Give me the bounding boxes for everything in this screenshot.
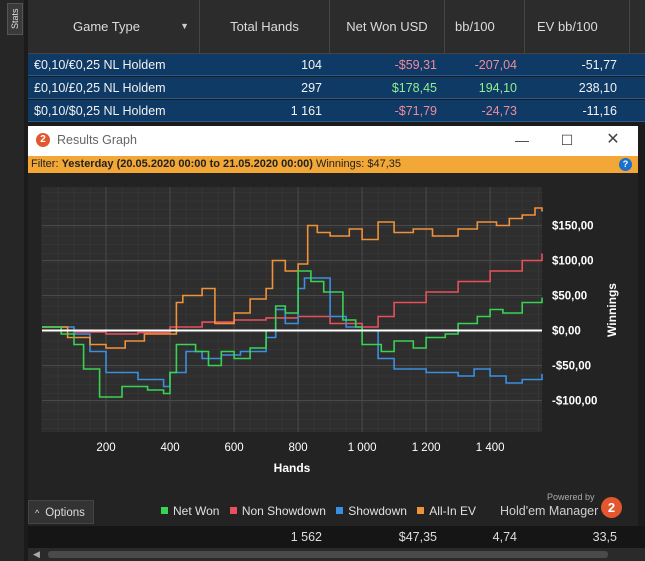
y-tick-label: -$100,00 bbox=[552, 396, 597, 408]
legend-swatch bbox=[417, 507, 425, 515]
legend-label: Non Showdown bbox=[241, 504, 326, 518]
powered-by-label: Powered by bbox=[547, 492, 595, 502]
total-ev-bb100: 33,5 bbox=[592, 530, 617, 544]
y-tick-label: $150,00 bbox=[552, 221, 594, 233]
y-axis-title: Winnings bbox=[605, 283, 619, 337]
y-tick-label: $0,00 bbox=[552, 326, 581, 338]
totals-row: 1 562 $47,35 4,74 33,5 bbox=[28, 526, 645, 548]
scrollbar-thumb[interactable] bbox=[48, 551, 608, 558]
cell-total-hands: 297 bbox=[301, 81, 322, 95]
column-header-ev-bb100[interactable]: EV bb/100 bbox=[525, 0, 630, 53]
dropdown-caret-icon[interactable]: ▼ bbox=[180, 21, 189, 31]
cell-net-won: -$71,79 bbox=[394, 104, 437, 118]
window-titlebar[interactable]: 2 Results Graph — ☐ ✕ bbox=[28, 126, 638, 156]
total-net-won: $47,35 bbox=[398, 530, 437, 544]
legend-item-net-won[interactable]: Net Won bbox=[161, 504, 219, 518]
legend-label: Showdown bbox=[348, 504, 407, 518]
scroll-left-icon[interactable]: ◀ bbox=[33, 549, 40, 559]
legend-item-non-showdown[interactable]: Non Showdown bbox=[229, 504, 326, 518]
filter-value: Yesterday (20.05.2020 00:00 to 21.05.202… bbox=[61, 158, 313, 170]
results-chart: -$100,00 -$50,00 $0,00 $50,00 $100,00 $150,00… bbox=[28, 173, 638, 493]
results-graph-window: 2 Results Graph — ☐ ✕ Filter: Yesterday … bbox=[28, 126, 638, 526]
plot-area bbox=[42, 187, 542, 432]
cell-bb100: -207,04 bbox=[474, 58, 517, 72]
series-line-all-in-ev bbox=[42, 207, 543, 349]
cell-net-won: -$59,31 bbox=[394, 58, 437, 72]
x-tick-label: 600 bbox=[224, 442, 243, 454]
help-icon[interactable]: ? bbox=[619, 158, 632, 171]
total-hands: 1 562 bbox=[290, 530, 322, 544]
cell-total-hands: 1 161 bbox=[290, 104, 322, 118]
x-tick-label: 1 000 bbox=[348, 442, 377, 454]
cell-ev-bb100: -51,77 bbox=[581, 58, 617, 72]
legend-label: All-In EV bbox=[429, 504, 476, 518]
hm2-logo-icon: 2 bbox=[36, 133, 50, 147]
table-row[interactable]: €0,10/€0,25 NL Holdem 104 -$59,31 -207,0… bbox=[28, 54, 645, 76]
legend-item-all-in-ev[interactable]: All-In EV bbox=[417, 504, 476, 518]
x-tick-label: 800 bbox=[288, 442, 307, 454]
y-tick-label: $50,00 bbox=[552, 291, 587, 303]
cell-bb100: 194,10 bbox=[478, 81, 517, 95]
chart-legend: Net Won Non Showdown Showdown All-In EV bbox=[161, 504, 483, 518]
column-header-game-type[interactable]: Game Type ▼ bbox=[28, 0, 200, 53]
window-title: Results Graph bbox=[57, 133, 137, 147]
cell-net-won: $178,45 bbox=[391, 81, 437, 95]
x-tick-label: 1 200 bbox=[412, 442, 441, 454]
cell-game-type: £0,10/£0,25 NL Holdem bbox=[34, 81, 166, 95]
legend-swatch bbox=[229, 507, 237, 515]
legend-swatch bbox=[336, 507, 344, 515]
cell-game-type: €0,10/€0,25 NL Holdem bbox=[34, 58, 166, 72]
table-header: Game Type ▼ Total Hands Net Won USD bb/1… bbox=[28, 0, 645, 54]
x-axis-title: Hands bbox=[274, 461, 311, 475]
column-header-label: Game Type bbox=[73, 19, 140, 34]
filter-label: Filter: bbox=[31, 158, 59, 170]
table-row[interactable]: $0,10/$0,25 NL Holdem 1 161 -$71,79 -24,… bbox=[28, 100, 645, 122]
hm2-brand-logo-icon: 2 bbox=[601, 497, 622, 518]
column-header-net-won[interactable]: Net Won USD bbox=[330, 0, 445, 53]
legend-label: Net Won bbox=[173, 504, 220, 518]
winnings-summary: Winnings: $47,35 bbox=[315, 158, 401, 170]
legend-item-showdown[interactable]: Showdown bbox=[336, 504, 407, 518]
maximize-button[interactable]: ☐ bbox=[560, 132, 574, 148]
cell-total-hands: 104 bbox=[301, 58, 322, 72]
results-chart-svg: -$100,00 -$50,00 $0,00 $50,00 $100,00 $150,00… bbox=[41, 187, 619, 475]
options-button[interactable]: ^ Options bbox=[28, 500, 94, 524]
total-bb100: 4,74 bbox=[492, 530, 517, 544]
filter-bar: Filter: Yesterday (20.05.2020 00:00 to 2… bbox=[28, 156, 638, 173]
series-line-net-won bbox=[42, 270, 543, 398]
legend-swatch bbox=[161, 507, 168, 515]
options-label: Options bbox=[45, 507, 85, 519]
table-row[interactable]: £0,10/£0,25 NL Holdem 297 $178,45 194,10… bbox=[28, 77, 645, 99]
x-tick-label: 400 bbox=[160, 442, 179, 454]
cell-ev-bb100: -11,16 bbox=[582, 104, 617, 118]
y-tick-label: -$50,00 bbox=[552, 361, 591, 373]
close-button[interactable]: ✕ bbox=[606, 131, 620, 148]
stats-tab[interactable]: Stats bbox=[7, 3, 23, 35]
cell-ev-bb100: 238,10 bbox=[578, 81, 617, 95]
y-tick-label: $100,00 bbox=[552, 256, 594, 268]
chevron-up-icon: ^ bbox=[35, 508, 40, 518]
brand-name: Hold'em Manager bbox=[500, 504, 599, 518]
column-header-bb100[interactable]: bb/100 bbox=[445, 0, 525, 53]
stats-sidebar: Stats bbox=[0, 0, 24, 561]
horizontal-scrollbar[interactable]: ◀ bbox=[28, 548, 645, 561]
x-tick-label: 200 bbox=[96, 442, 115, 454]
cell-bb100: -24,73 bbox=[481, 104, 517, 118]
minimize-button[interactable]: — bbox=[515, 132, 529, 148]
x-tick-label: 1 400 bbox=[476, 442, 505, 454]
column-header-total-hands[interactable]: Total Hands bbox=[200, 0, 330, 53]
cell-game-type: $0,10/$0,25 NL Holdem bbox=[34, 104, 166, 118]
